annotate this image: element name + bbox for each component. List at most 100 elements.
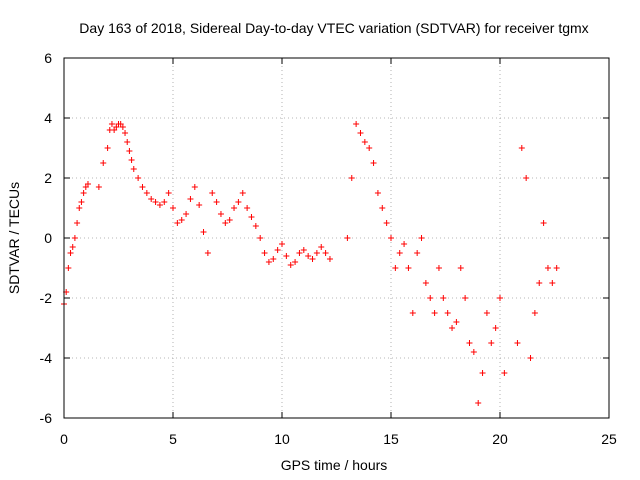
data-point — [126, 148, 133, 154]
data-point — [187, 196, 194, 202]
data-point — [196, 202, 203, 208]
data-point — [239, 190, 246, 196]
data-point — [309, 256, 316, 262]
data-point — [204, 250, 211, 256]
data-point — [274, 247, 281, 253]
data-point — [501, 370, 508, 376]
data-point — [361, 139, 368, 145]
data-point — [305, 253, 312, 259]
data-point — [540, 220, 547, 226]
data-point — [435, 265, 442, 271]
data-point — [200, 229, 207, 235]
data-point — [217, 211, 224, 217]
data-point — [527, 355, 534, 361]
data-point — [300, 247, 307, 253]
data-point — [74, 220, 81, 226]
data-point — [270, 256, 277, 262]
data-point — [370, 160, 377, 166]
x-tick-label: 25 — [601, 431, 617, 447]
data-point — [401, 241, 408, 247]
x-tick-label: 5 — [169, 431, 177, 447]
data-point — [449, 325, 456, 331]
data-point — [143, 190, 150, 196]
data-point — [152, 199, 159, 205]
data-point — [379, 205, 386, 211]
data-point — [235, 199, 242, 205]
data-point — [488, 340, 495, 346]
data-point — [165, 190, 172, 196]
data-point — [76, 205, 83, 211]
data-point — [374, 190, 381, 196]
data-point — [392, 265, 399, 271]
data-point — [283, 253, 290, 259]
data-point — [531, 310, 538, 316]
data-point — [69, 244, 76, 250]
data-point — [100, 160, 107, 166]
ticks: 0 5 10 15 20 25 -6 -4 -2 0 2 4 6 — [40, 50, 617, 447]
data-point — [466, 340, 473, 346]
data-point — [422, 280, 429, 286]
data-point — [161, 199, 168, 205]
y-tick-label: -4 — [40, 350, 53, 366]
data-point — [409, 310, 416, 316]
data-point — [265, 259, 272, 265]
data-point — [414, 250, 421, 256]
data-point — [405, 265, 412, 271]
data-point — [383, 220, 390, 226]
y-tick-label: -6 — [40, 410, 53, 426]
data-point — [170, 205, 176, 211]
data-point — [553, 265, 560, 271]
data-point — [222, 220, 229, 226]
data-point — [483, 310, 490, 316]
data-point — [431, 310, 438, 316]
data-point — [84, 181, 91, 187]
data-point — [549, 280, 556, 286]
data-point — [427, 295, 434, 301]
data-point — [174, 220, 181, 226]
x-tick-label: 20 — [492, 431, 508, 447]
data-point — [348, 175, 355, 181]
data-point — [104, 145, 111, 151]
y-tick-label: -2 — [40, 290, 53, 306]
data-point — [261, 250, 268, 256]
data-point — [128, 157, 135, 163]
x-tick-label: 10 — [274, 431, 290, 447]
x-tick-label: 0 — [60, 431, 68, 447]
data-point — [65, 265, 72, 271]
data-point — [248, 214, 255, 220]
data-point — [366, 145, 373, 151]
y-tick-label: 2 — [44, 170, 52, 186]
data-point — [475, 400, 482, 406]
data-point — [357, 130, 364, 136]
data-point — [444, 310, 451, 316]
data-point — [124, 139, 131, 145]
data-point — [318, 244, 325, 250]
data-point — [148, 196, 155, 202]
data-point — [344, 235, 351, 241]
data-point — [122, 130, 129, 136]
x-axis-label: GPS time / hours — [281, 457, 388, 473]
data-point — [279, 241, 285, 247]
data-point — [67, 250, 74, 256]
data-point — [518, 145, 525, 151]
data-point — [313, 250, 320, 256]
data-point — [453, 319, 460, 325]
x-tick-label: 15 — [383, 431, 399, 447]
data-point — [353, 121, 360, 127]
data-point — [183, 211, 190, 217]
y-tick-label: 0 — [44, 230, 52, 246]
data-point — [78, 199, 85, 205]
grid — [64, 58, 609, 418]
data-point — [287, 262, 294, 268]
data-point — [244, 205, 251, 211]
data-point — [135, 175, 142, 181]
data-point — [257, 235, 264, 241]
data-point — [326, 256, 333, 262]
data-point — [457, 265, 464, 271]
y-tick-label: 4 — [44, 110, 52, 126]
data-point — [497, 295, 503, 301]
data-point — [252, 223, 259, 229]
data-point — [71, 235, 78, 241]
data-point — [178, 217, 185, 223]
data-point — [108, 121, 115, 127]
